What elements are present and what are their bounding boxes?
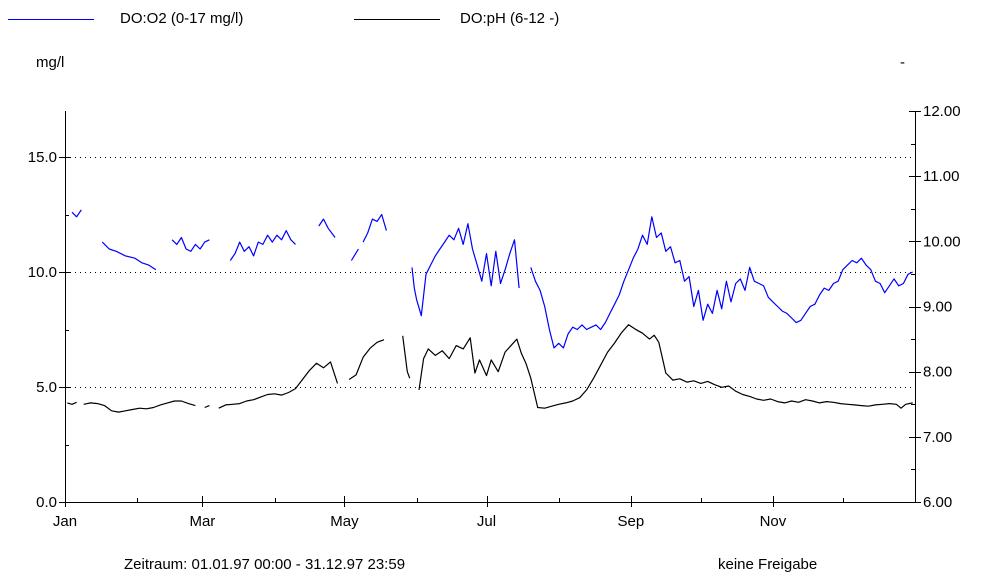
left-tick-label-10: 10.0	[28, 264, 57, 281]
series-ph-segment-0	[67, 401, 77, 405]
series-o2-segment-6	[362, 213, 387, 243]
series-ph-segment-5	[402, 335, 411, 379]
period-label: Zeitraum: 01.01.97 00:00 - 31.12.97 23:5…	[124, 556, 406, 573]
legend-label-ph: DO:pH (6-12 -)	[460, 10, 560, 27]
x-tick-label-may: May	[330, 513, 359, 530]
series-lines	[67, 209, 913, 413]
series-ph-segment-4	[348, 339, 385, 381]
series-o2-segment-8	[530, 216, 913, 349]
series-o2-segment-0	[71, 209, 82, 218]
right-tick-label-9: 9.00	[923, 299, 952, 316]
series-ph-segment-3	[218, 361, 339, 409]
left-tick-label-5: 5.0	[36, 379, 57, 396]
grid-lines	[65, 157, 915, 388]
right-tick-label-6: 6.00	[923, 494, 952, 511]
x-tick-label-nov: Nov	[760, 513, 787, 530]
axes: 0.0 5.0 10.0 15.0 6.00 7.00 8.00 9.00 10.00 11.00…	[28, 103, 961, 530]
series-ph-segment-6	[418, 324, 913, 409]
series-o2-segment-1	[101, 241, 157, 271]
series-o2-segment-4	[318, 218, 336, 238]
x-tick-label-jul: Jul	[477, 513, 496, 530]
legend-line-o2	[8, 19, 94, 20]
left-tick-label-0: 0.0	[36, 494, 57, 511]
series-o2-segment-7	[411, 223, 520, 317]
left-tick-label-15: 15.0	[28, 149, 57, 166]
right-tick-label-12: 12.00	[923, 103, 961, 120]
right-tick-label-7: 7.00	[923, 429, 952, 446]
series-ph-segment-1	[83, 400, 196, 413]
series-o2-segment-3	[229, 230, 296, 261]
series-o2-segment-2	[171, 236, 210, 252]
series-o2-segment-5	[350, 248, 359, 261]
x-tick-label-jan: Jan	[53, 513, 77, 530]
left-axis-unit: mg/l	[36, 54, 65, 71]
right-tick-label-11: 11.00	[923, 168, 959, 185]
series-ph-segment-2	[204, 405, 210, 409]
legend-label-o2: DO:O2 (0-17 mg/l)	[120, 10, 244, 27]
right-tick-label-8: 8.00	[923, 364, 952, 381]
right-axis-unit: -	[900, 54, 905, 71]
release-status: keine Freigabe	[718, 556, 818, 573]
right-tick-label-10: 10.00	[923, 233, 961, 250]
legend: DO:O2 (0-17 mg/l) DO:pH (6-12 -)	[0, 8, 700, 32]
x-tick-label-sep: Sep	[618, 513, 645, 530]
legend-line-ph	[354, 19, 440, 20]
x-tick-label-mar: Mar	[189, 513, 215, 530]
